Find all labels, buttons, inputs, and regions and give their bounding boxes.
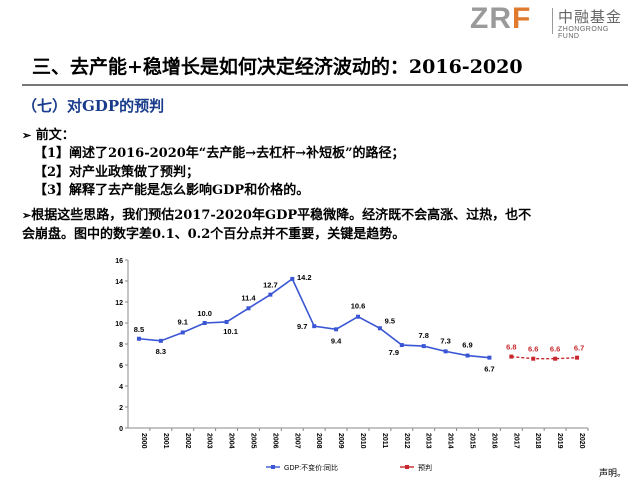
- bullet-arrow-icon: ➢: [22, 209, 32, 222]
- data-point: [377, 326, 382, 331]
- x-tick-label: 2016: [490, 433, 497, 449]
- data-label: 9.5: [385, 316, 395, 325]
- x-tick-label: 2019: [556, 433, 563, 449]
- data-point: [312, 324, 317, 329]
- data-label: 6.9: [462, 341, 472, 350]
- data-point: [224, 319, 229, 324]
- x-tick-label: 2006: [271, 433, 278, 449]
- x-tick-label: 2018: [534, 433, 541, 449]
- slide-title: 三、去产能+稳增长是如何决定经济波动的：2016-2020: [32, 56, 523, 78]
- x-tick-label: 2015: [469, 433, 476, 449]
- x-tick-label: 2005: [249, 433, 256, 449]
- x-tick-label: 2001: [162, 433, 169, 449]
- data-point: [334, 327, 339, 332]
- data-label: 6.7: [574, 344, 584, 353]
- data-label: 6.6: [550, 345, 560, 354]
- data-point: [202, 321, 207, 325]
- data-label: 9.1: [178, 317, 188, 326]
- y-tick-label: 6: [119, 363, 123, 370]
- data-point: [290, 276, 295, 281]
- y-tick-label: 0: [119, 426, 123, 433]
- data-label: 7.3: [440, 336, 450, 345]
- data-point: [487, 355, 492, 360]
- data-point: [421, 344, 426, 349]
- data-label: 9.7: [297, 322, 307, 331]
- x-tick-label: 2012: [403, 433, 410, 449]
- y-tick-label: 16: [115, 258, 123, 265]
- gdp-line-chart: 0 2 4 6 8 10 12 14 16 2000 2001 2002 2003 2004 2005 200…: [115, 258, 589, 472]
- data-point: [246, 306, 251, 311]
- company-logo: ZRF 中融基金 ZHONGRONG FUND: [470, 2, 630, 41]
- x-tick-label: 2017: [512, 433, 519, 449]
- y-tick-label: 12: [115, 300, 123, 307]
- data-label: 8.3: [156, 347, 166, 356]
- intro-item-1: 【1】阐述了2016-2020年“去产能→去杠杆→补短板”的路径；: [34, 146, 405, 161]
- y-tick-label: 14: [115, 279, 123, 286]
- legend-label: 预判: [418, 463, 432, 472]
- data-label: 6.6: [528, 345, 538, 354]
- x-tick-label: 2007: [293, 433, 300, 449]
- x-tick-label: 2013: [425, 433, 432, 449]
- data-point: [531, 356, 536, 361]
- intro-bullet: ➢ 前文：: [22, 124, 75, 143]
- data-label: 7.9: [389, 348, 399, 357]
- section-subheading: （七）对GDP的预判: [22, 97, 165, 115]
- x-tick-label: 2009: [337, 433, 344, 449]
- data-label: 10.0: [197, 309, 212, 318]
- x-tick-label: 2008: [315, 433, 322, 449]
- data-label: 6.7: [484, 365, 494, 374]
- data-label: 10.1: [223, 327, 238, 336]
- data-point: [443, 349, 448, 354]
- logo-name-en: ZHONGRONG FUND: [558, 26, 609, 40]
- data-label: 11.4: [241, 293, 256, 302]
- intro-item-3: 【3】解释了去产能是怎么影响GDP和价格的。: [34, 183, 310, 198]
- bullet-arrow-icon: ➢: [22, 129, 32, 142]
- title-divider: [22, 84, 628, 86]
- forecast-text-1: 根据这些思路，我们预估2017-2020年GDP平稳微降。经济既不会高涨、过热，…: [31, 208, 532, 223]
- data-label: 8.5: [134, 325, 144, 334]
- data-point: [465, 353, 470, 358]
- legend-swatch-marker: [271, 465, 275, 469]
- data-point: [356, 314, 360, 319]
- y-tick-label: 2: [119, 405, 123, 412]
- data-point: [509, 354, 514, 359]
- data-point: [575, 355, 580, 360]
- x-tick-label: 2011: [381, 433, 388, 448]
- y-tick-label: 8: [119, 342, 123, 349]
- legend-swatch-marker: [405, 465, 409, 469]
- x-tick-label: 2004: [228, 433, 235, 449]
- y-tick-label: 4: [119, 384, 123, 391]
- x-tick-label: 2000: [140, 433, 147, 449]
- x-tick-label: 2002: [184, 433, 191, 449]
- logo-mark: ZRF: [470, 2, 532, 35]
- data-point: [180, 330, 185, 335]
- data-label: 7.8: [418, 331, 428, 340]
- data-label: 14.2: [297, 273, 312, 282]
- data-label: 9.4: [331, 336, 342, 345]
- data-point: [158, 338, 163, 343]
- series-line-1: [511, 355, 578, 360]
- x-tick-label: 2010: [359, 433, 366, 449]
- forecast-paragraph-line-2: 会崩盘。图中的数字差0.1、0.2个百分点并不重要，关键是趋势。: [22, 227, 406, 242]
- intro-item-2: 【2】对产业政策做了预判；: [34, 165, 200, 180]
- data-point: [553, 356, 558, 361]
- data-point: [268, 292, 273, 297]
- y-tick-label: 10: [115, 321, 123, 328]
- data-point: [399, 343, 404, 348]
- x-tick-label: 2003: [206, 433, 213, 449]
- x-tick-label: 2014: [447, 433, 454, 449]
- series-line-0: [138, 277, 490, 359]
- data-label: 6.8: [506, 343, 516, 352]
- footer-note: 声明。: [598, 469, 626, 479]
- data-label: 12.7: [263, 281, 278, 290]
- legend-label: GDP:不变价:同比: [284, 463, 338, 472]
- intro-label: 前文：: [35, 128, 75, 143]
- logo-divider: [552, 8, 553, 34]
- data-point: [136, 336, 141, 341]
- logo-name-cn: 中融基金: [558, 8, 623, 26]
- forecast-paragraph-line-1: ➢根据这些思路，我们预估2017-2020年GDP平稳微降。经济既不会高涨、过热…: [22, 204, 531, 223]
- data-label: 10.6: [351, 302, 366, 311]
- x-tick-label: 2020: [578, 433, 585, 449]
